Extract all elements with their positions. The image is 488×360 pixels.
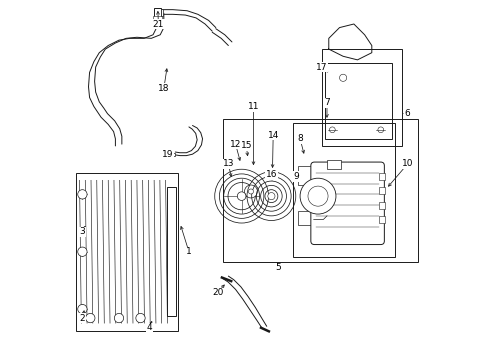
Text: 5: 5 (275, 264, 281, 273)
Bar (223, 119, 418, 262)
Bar (292, 123, 394, 257)
Text: 19: 19 (162, 150, 173, 159)
Text: 2: 2 (80, 314, 85, 323)
Circle shape (244, 185, 257, 198)
Circle shape (78, 305, 87, 314)
Circle shape (377, 127, 383, 133)
Text: 12: 12 (229, 140, 241, 149)
Text: 20: 20 (211, 288, 223, 297)
Bar (166, 187, 175, 316)
Text: 6: 6 (404, 109, 410, 118)
Circle shape (136, 314, 145, 323)
Bar (378, 173, 385, 180)
Text: 21: 21 (152, 19, 164, 28)
Circle shape (78, 247, 87, 256)
FancyBboxPatch shape (310, 162, 384, 244)
Text: 3: 3 (80, 228, 85, 237)
Text: 18: 18 (158, 84, 169, 93)
Bar (76, 173, 178, 330)
Text: 16: 16 (265, 170, 277, 179)
Text: 11: 11 (247, 102, 259, 111)
Text: 1: 1 (185, 247, 191, 256)
Bar (171, 153, 175, 156)
Circle shape (339, 74, 346, 81)
Text: 4: 4 (146, 323, 152, 332)
Bar (326, 160, 341, 169)
Text: 9: 9 (293, 172, 299, 181)
Circle shape (237, 192, 245, 201)
Bar (153, 17, 162, 19)
Text: 15: 15 (240, 141, 251, 150)
Bar (325, 63, 391, 139)
Bar (297, 211, 313, 225)
Circle shape (307, 186, 327, 206)
Text: 17: 17 (315, 63, 326, 72)
Text: 8: 8 (297, 134, 303, 143)
Bar (378, 202, 385, 209)
Bar (297, 166, 310, 185)
Bar (321, 49, 402, 146)
Text: 7: 7 (324, 98, 329, 107)
Circle shape (248, 189, 253, 194)
Circle shape (85, 314, 95, 323)
Bar (161, 9, 163, 16)
Bar (154, 8, 160, 17)
Text: 10: 10 (401, 159, 412, 168)
Text: 13: 13 (222, 159, 234, 168)
Circle shape (329, 127, 335, 133)
Circle shape (300, 178, 335, 214)
Circle shape (78, 190, 87, 199)
Circle shape (114, 314, 123, 323)
Circle shape (267, 193, 274, 200)
Text: 14: 14 (267, 131, 278, 140)
Bar (378, 187, 385, 194)
Bar (378, 216, 385, 223)
